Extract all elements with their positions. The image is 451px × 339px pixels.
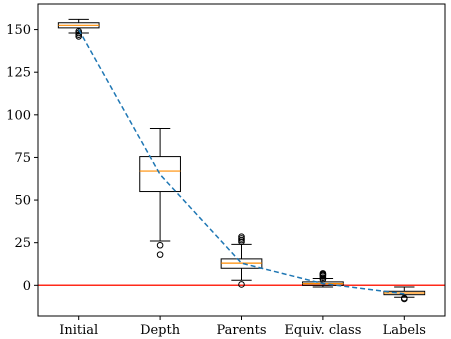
plot-frame xyxy=(37,3,446,317)
outlier-point xyxy=(401,295,408,303)
box-3 xyxy=(302,270,344,288)
y-tick-label: 125 xyxy=(6,66,31,81)
x-axis: Initial Depth Parents Equiv. class Labels xyxy=(59,316,426,338)
x-tick-label: Equiv. class xyxy=(284,323,361,338)
outlier-point xyxy=(156,241,164,249)
outlier-point xyxy=(238,233,245,241)
outlier-point xyxy=(75,27,82,35)
x-tick-label: Parents xyxy=(216,323,266,338)
x-tick-label: Labels xyxy=(383,323,426,338)
x-tick-label: Initial xyxy=(59,323,98,338)
y-tick-label: 75 xyxy=(14,151,31,166)
box-2 xyxy=(220,233,263,288)
y-tick-label: 50 xyxy=(14,194,31,209)
box-body xyxy=(139,156,181,193)
outlier-point xyxy=(156,251,164,258)
y-axis: 0 25 50 75 100 125 150 xyxy=(6,23,38,294)
outlier-point xyxy=(319,270,327,277)
x-tick-label: Depth xyxy=(140,323,181,338)
y-tick-label: 100 xyxy=(6,108,31,123)
boxes-layer xyxy=(57,18,426,303)
box-4 xyxy=(383,286,426,303)
y-tick-label: 0 xyxy=(23,279,31,294)
y-tick-label: 25 xyxy=(14,236,31,251)
box-0 xyxy=(57,18,100,40)
box-1 xyxy=(139,127,181,258)
outlier-point xyxy=(238,281,245,288)
y-tick-label: 150 xyxy=(6,23,31,38)
